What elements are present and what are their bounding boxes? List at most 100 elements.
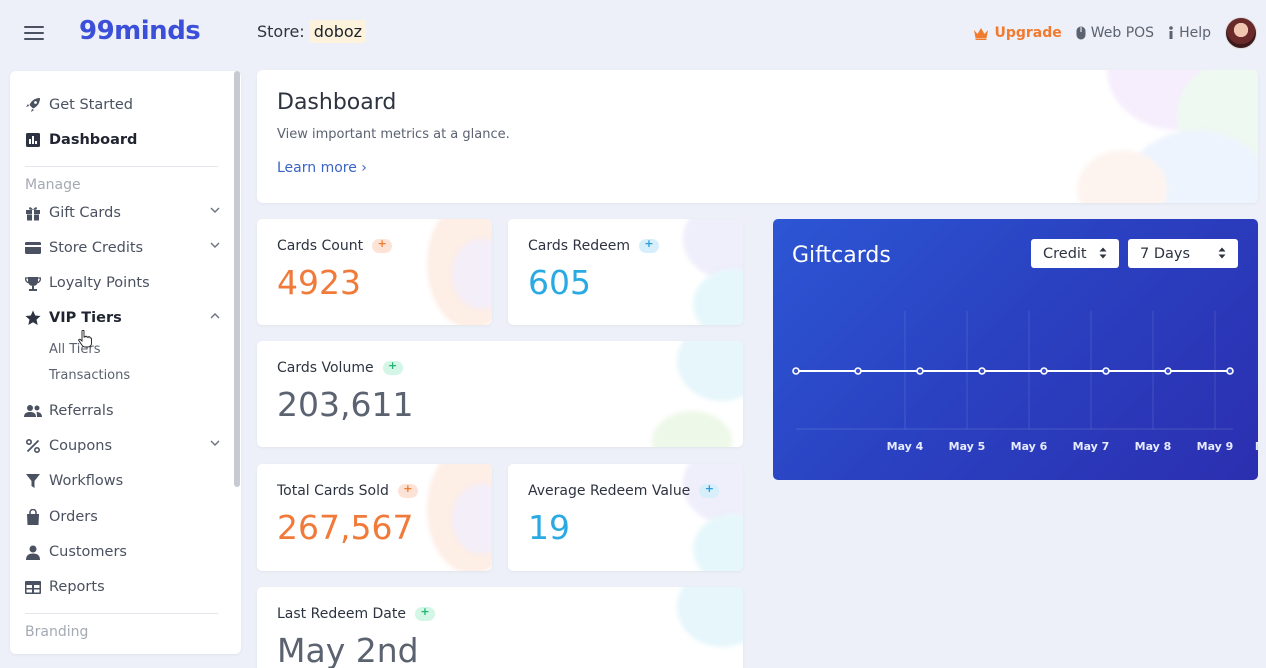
plus-badge-icon[interactable] xyxy=(699,482,720,498)
sidebar-divider xyxy=(25,166,218,167)
chart-data-point[interactable] xyxy=(916,367,924,375)
date-range-select[interactable]: 7 Days xyxy=(1128,239,1238,268)
mouse-icon xyxy=(1076,26,1086,40)
metric-label: Cards Redeem xyxy=(528,238,630,254)
chart-data-point[interactable] xyxy=(1102,367,1110,375)
select-arrows-icon xyxy=(1099,247,1107,259)
sidebar-item-customers[interactable]: Customers xyxy=(24,540,220,564)
page-title: Dashboard xyxy=(277,90,397,115)
users-icon xyxy=(24,402,42,420)
credit-type-select[interactable]: Credit xyxy=(1031,239,1119,268)
metric-value: 19 xyxy=(528,508,570,547)
chart-x-tick-label: May 6 xyxy=(1011,440,1048,453)
plus-badge-icon[interactable] xyxy=(382,359,403,375)
chart-data-point[interactable] xyxy=(1164,367,1172,375)
decorative-blob xyxy=(452,239,492,309)
upgrade-label: Upgrade xyxy=(994,25,1062,41)
chart-x-tick-label: May 10 xyxy=(1255,440,1258,453)
chart-x-tick-label: May 4 xyxy=(887,440,924,453)
decorative-blob xyxy=(452,484,492,554)
chart-x-tick-label: May 8 xyxy=(1135,440,1172,453)
sidebar-item-dashboard[interactable]: Dashboard xyxy=(24,128,220,152)
chart-x-tick-label: May 9 xyxy=(1197,440,1234,453)
bar-chart-icon xyxy=(24,131,42,149)
chevron-up-icon xyxy=(210,313,220,319)
chevron-down-icon xyxy=(210,440,220,446)
sidebar-subitem-all-tiers[interactable]: All Tiers xyxy=(49,342,101,357)
sidebar-item-label: Dashboard xyxy=(49,132,138,148)
chart-data-point[interactable] xyxy=(792,367,800,375)
sidebar-item-orders[interactable]: Orders xyxy=(24,505,220,529)
sidebar-item-coupons[interactable]: Coupons xyxy=(24,434,220,458)
percent-icon xyxy=(24,437,42,455)
sidebar-divider xyxy=(25,613,218,614)
user-avatar[interactable] xyxy=(1225,17,1257,49)
store-name[interactable]: doboz xyxy=(309,20,367,43)
app-logo[interactable]: 99minds xyxy=(79,16,201,46)
metric-card-total-cards-sold: Total Cards Sold 267,567 xyxy=(257,464,492,571)
web-pos-link[interactable]: Web POS xyxy=(1076,25,1154,41)
store-indicator: Store: doboz xyxy=(257,20,367,43)
metric-label: Cards Volume xyxy=(277,360,374,376)
filter-icon xyxy=(24,472,42,490)
metric-card-average-redeem-value: Average Redeem Value 19 xyxy=(508,464,743,571)
date-range-select-value: 7 Days xyxy=(1140,245,1191,262)
sidebar-item-loyalty-points[interactable]: Loyalty Points xyxy=(24,271,220,295)
chevron-down-icon xyxy=(210,242,220,248)
plus-badge-icon[interactable] xyxy=(415,605,435,621)
metric-card-cards-volume: Cards Volume 203,611 xyxy=(257,341,743,447)
trophy-icon xyxy=(24,274,42,292)
plus-badge-icon[interactable] xyxy=(638,237,659,253)
chart-title: Giftcards xyxy=(792,243,891,268)
metric-value: 4923 xyxy=(277,263,361,302)
hamburger-menu-icon[interactable] xyxy=(24,26,44,40)
dashboard-header-card: Dashboard View important metrics at a gl… xyxy=(257,70,1258,203)
crown-icon xyxy=(974,27,989,40)
chart-data-point[interactable] xyxy=(1040,367,1048,375)
chart-data-point[interactable] xyxy=(978,367,986,375)
metric-card-last-redeem-date: Last Redeem Date May 2nd xyxy=(257,587,743,668)
sidebar-scrollbar[interactable] xyxy=(234,71,240,487)
chart-data-point[interactable] xyxy=(854,367,862,375)
plus-badge-icon[interactable] xyxy=(397,482,418,498)
sidebar-item-gift-cards[interactable]: Gift Cards xyxy=(24,201,220,225)
sidebar-item-vip-tiers[interactable]: VIP Tiers xyxy=(24,306,220,330)
metric-value: 605 xyxy=(528,263,591,302)
decorative-blob xyxy=(677,341,743,401)
star-icon xyxy=(24,309,42,327)
help-link[interactable]: Help xyxy=(1168,25,1211,41)
sidebar-item-label: Workflows xyxy=(49,473,124,489)
learn-more-link[interactable]: Learn more › xyxy=(277,160,367,176)
sidebar-item-label: Coupons xyxy=(49,438,113,454)
sidebar: Get Started Dashboard Manage Gift Cards … xyxy=(10,71,241,654)
section-label-branding: Branding xyxy=(25,624,89,640)
plus-badge-icon[interactable] xyxy=(372,237,393,253)
select-arrows-icon xyxy=(1218,247,1226,259)
decorative-blob xyxy=(693,514,743,571)
sidebar-item-reports[interactable]: Reports xyxy=(24,575,220,599)
chart-data-point[interactable] xyxy=(1226,367,1234,375)
sidebar-item-store-credits[interactable]: Store Credits xyxy=(24,236,220,260)
rocket-icon xyxy=(24,96,42,114)
chart-x-tick-label: May 7 xyxy=(1073,440,1110,453)
info-icon xyxy=(1169,26,1173,39)
chevron-down-icon xyxy=(210,207,220,213)
help-label: Help xyxy=(1179,25,1211,41)
giftcards-line-chart: May 4 May 5 May 6 May 7 May 8 May 9 May 10 xyxy=(792,311,1258,453)
shopping-bag-icon xyxy=(24,508,42,526)
sidebar-item-label: Customers xyxy=(49,544,127,560)
sidebar-item-referrals[interactable]: Referrals xyxy=(24,399,220,423)
sidebar-item-workflows[interactable]: Workflows xyxy=(24,469,220,493)
decorative-blob xyxy=(677,587,743,647)
sidebar-item-label: VIP Tiers xyxy=(49,310,122,326)
sidebar-item-label: Reports xyxy=(49,579,105,595)
hand-cursor-icon xyxy=(78,330,92,348)
sidebar-item-get-started[interactable]: Get Started xyxy=(24,93,220,117)
upgrade-link[interactable]: Upgrade xyxy=(973,25,1062,41)
sidebar-subitem-transactions[interactable]: Transactions xyxy=(49,368,131,383)
table-icon xyxy=(24,578,42,596)
sidebar-item-label: Store Credits xyxy=(49,240,144,256)
metric-label: Last Redeem Date xyxy=(277,606,406,622)
gift-icon xyxy=(24,204,42,222)
credit-type-select-value: Credit xyxy=(1043,245,1087,262)
